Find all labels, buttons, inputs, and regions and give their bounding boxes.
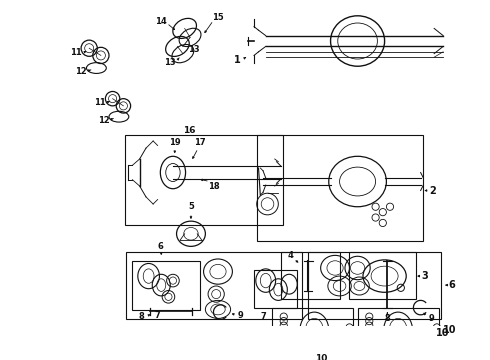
Bar xyxy=(254,270,297,307)
Text: 2: 2 xyxy=(429,185,436,195)
Text: 19: 19 xyxy=(169,138,180,147)
Text: 1: 1 xyxy=(234,55,240,65)
Bar xyxy=(348,252,416,298)
Bar xyxy=(308,252,441,319)
Bar xyxy=(125,135,283,225)
Bar xyxy=(281,252,340,298)
Text: 15: 15 xyxy=(212,13,224,22)
Text: 3: 3 xyxy=(422,271,428,281)
Text: 5: 5 xyxy=(188,202,194,211)
Text: 6: 6 xyxy=(449,280,456,290)
Text: 13: 13 xyxy=(164,58,175,67)
Text: 8: 8 xyxy=(139,312,144,321)
Text: 8: 8 xyxy=(385,314,390,323)
Text: 14: 14 xyxy=(155,17,167,26)
Bar xyxy=(358,307,439,353)
Text: 13: 13 xyxy=(188,45,199,54)
Text: 17: 17 xyxy=(194,138,206,147)
Text: 4: 4 xyxy=(288,251,294,260)
Text: 10: 10 xyxy=(442,325,456,335)
Text: 16: 16 xyxy=(183,126,196,135)
Text: 12: 12 xyxy=(75,67,87,76)
Text: 18: 18 xyxy=(208,181,220,190)
Text: 10: 10 xyxy=(437,328,450,338)
Text: 11: 11 xyxy=(94,98,106,107)
Text: 7: 7 xyxy=(155,311,161,320)
Text: 10: 10 xyxy=(316,355,328,360)
Text: 11: 11 xyxy=(70,48,81,57)
Text: 6: 6 xyxy=(157,242,163,251)
Text: 9: 9 xyxy=(429,314,434,323)
Bar xyxy=(126,252,302,319)
Text: 12: 12 xyxy=(98,116,109,125)
Text: 9: 9 xyxy=(238,311,244,320)
Bar xyxy=(272,307,353,353)
Text: 7: 7 xyxy=(260,312,266,321)
Bar xyxy=(132,261,200,310)
Bar xyxy=(257,135,423,241)
